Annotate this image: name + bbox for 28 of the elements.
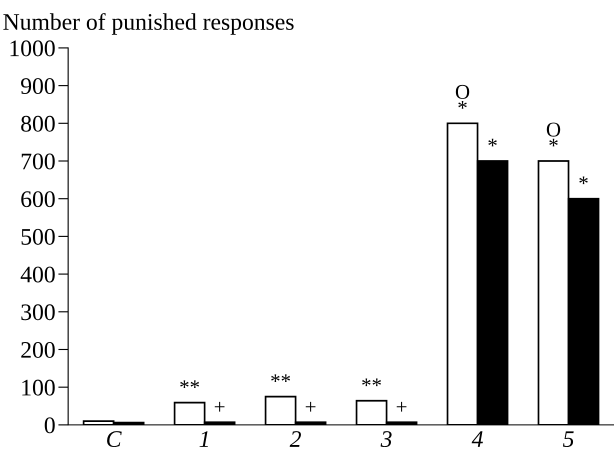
x-tick-label: 4 bbox=[472, 431, 483, 447]
annotation: ** bbox=[362, 378, 381, 386]
annotation: O * bbox=[546, 122, 560, 146]
x-tick-label: C bbox=[107, 431, 122, 448]
annotation: * bbox=[579, 176, 588, 184]
y-tick-label: 0 bbox=[44, 417, 55, 434]
annotation: + bbox=[306, 402, 316, 412]
annotation: + bbox=[396, 402, 406, 412]
y-tick-label: 1000 bbox=[10, 40, 55, 56]
annotation: * bbox=[488, 138, 497, 146]
y-tick-label: 600 bbox=[21, 191, 55, 208]
y-tick-label: 300 bbox=[21, 304, 55, 320]
annotation: ** bbox=[180, 380, 200, 388]
y-tick-label: 100 bbox=[22, 380, 55, 396]
y-tick-label: 200 bbox=[21, 342, 55, 358]
y-tick-label: 500 bbox=[22, 228, 55, 245]
x-tick-label: 3 bbox=[380, 431, 392, 448]
x-tick-label: 2 bbox=[290, 431, 301, 447]
annotation: + bbox=[214, 402, 224, 412]
y-tick-label: 700 bbox=[22, 153, 55, 170]
y-tick-label: 900 bbox=[20, 78, 55, 94]
y-axis-title: Number of punished responses bbox=[3, 13, 294, 35]
annotation: O * bbox=[456, 84, 470, 109]
x-tick-label: 5 bbox=[562, 431, 574, 448]
x-tick-label: 1 bbox=[200, 431, 208, 447]
y-tick-label: 800 bbox=[21, 116, 55, 132]
y-tick-label: 400 bbox=[20, 266, 55, 283]
annotation: ** bbox=[271, 374, 290, 382]
